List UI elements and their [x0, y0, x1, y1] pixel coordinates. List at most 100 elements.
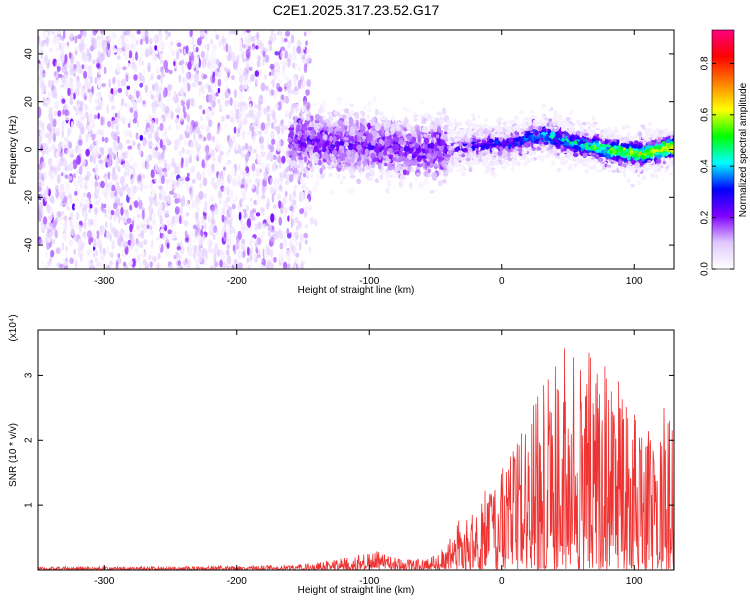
spectrogram-cell: [125, 139, 131, 144]
spectrogram-cell: [207, 172, 212, 177]
spectrogram-cell: [327, 145, 334, 150]
spectrogram-cell: [134, 63, 138, 73]
spectrogram-cell: [149, 255, 154, 260]
spectrogram-cell: [278, 200, 282, 209]
spectrogram-cell: [106, 188, 111, 195]
spectrogram-cell: [107, 120, 112, 128]
spectrogram-cell: [409, 182, 413, 190]
spectrogram-cell: [441, 160, 448, 168]
spectrogram-cell: [242, 145, 245, 151]
spectrogram-cell: [49, 48, 53, 53]
spectrogram-cell: [267, 230, 271, 237]
spectrogram-cell: [95, 63, 101, 69]
spectrogram-cell: [165, 178, 170, 184]
spectrogram-cell: [161, 223, 166, 229]
spectrogram-cell: [265, 85, 269, 91]
spectrogram-cell: [101, 136, 105, 142]
spectrogram-cell: [106, 104, 109, 114]
spectrogram-cell: [101, 83, 106, 88]
spectrogram-cell: [160, 70, 165, 79]
spectrogram-cell: [91, 232, 96, 239]
spectrogram-cell: [249, 197, 253, 202]
spectrogram-cell: [258, 69, 263, 76]
spectrogram-cell: [217, 99, 221, 104]
spectrogram-cell: [74, 205, 78, 210]
spectrogram-cell: [98, 68, 102, 76]
spectrogram-cell: [250, 156, 255, 161]
spectrogram-cell: [240, 168, 243, 175]
spectrogram-cell: [355, 119, 359, 128]
spectrogram-cell: [59, 202, 64, 207]
spectrogram-cell: [265, 244, 269, 251]
spectrogram-cell: [335, 171, 339, 177]
spectrogram-cell: [126, 85, 131, 90]
spectrogram-cell: [87, 230, 92, 239]
spectrogram-cell: [160, 77, 163, 85]
spectrogram-cell: [476, 115, 481, 119]
spectrogram-cell: [63, 222, 68, 232]
spectrogram-cell: [370, 122, 374, 127]
spectrogram-cell: [162, 233, 167, 240]
spectrogram-cell: [195, 261, 200, 268]
spectrogram-cell: [406, 109, 412, 113]
spectrogram-cell: [183, 111, 187, 119]
spectrogram-cell: [78, 139, 83, 146]
spectrogram-cell: [250, 36, 256, 43]
spectrogram-cell: [55, 131, 59, 136]
spectrogram-cell: [163, 195, 168, 202]
spectrogram-cell: [205, 148, 209, 158]
spectrogram-cell: [96, 57, 100, 65]
spectrogram-cell: [303, 31, 307, 37]
spectrogram-cell: [263, 129, 269, 135]
spectrogram-cell: [440, 139, 446, 146]
spectrogram-cell: [157, 33, 163, 41]
spectrogram-cell: [150, 169, 155, 179]
spectrogram-cell: [252, 149, 257, 154]
spectrogram-cell: [97, 80, 101, 89]
spectrogram-cell: [236, 132, 241, 137]
spectrogram-cell: [227, 71, 230, 79]
spectrogram-cell: [159, 52, 164, 61]
spectrogram-cell: [102, 39, 105, 47]
spectrogram-cell: [327, 111, 334, 116]
spectrogram-cell: [193, 121, 199, 128]
spectrogram-cell: [136, 30, 141, 35]
spectrogram-cell: [49, 230, 53, 237]
spectrogram-cell: [143, 184, 148, 189]
spectrogram-cell: [41, 261, 47, 269]
spectrogram-cell: [278, 31, 283, 36]
spectrogram-cell: [76, 155, 81, 165]
spectrogram-cell: [164, 210, 169, 215]
spectrogram-cell: [248, 96, 252, 102]
spectrogram-cell: [74, 259, 78, 269]
spectrogram-cell: [302, 81, 306, 90]
spectrogram-cell: [249, 262, 254, 268]
spectrogram-cell: [287, 255, 291, 264]
spectrogram-cell: [362, 104, 367, 110]
spectrogram-cell: [359, 118, 366, 122]
spectrogram-cell: [354, 129, 359, 135]
spectrogram-cell: [269, 153, 274, 162]
spectrogram-cell: [382, 150, 387, 156]
spectrogram-cell: [81, 51, 87, 61]
spectrogram-cell: [301, 106, 306, 113]
spectrogram-cell: [256, 31, 260, 41]
spectrogram-cell: [364, 148, 369, 156]
spectrogram-cell: [226, 244, 230, 250]
spectrogram-cell: [653, 168, 659, 173]
spectrogram-cell: [149, 45, 153, 55]
spectrogram-cell: [95, 92, 101, 101]
spectrogram-cell: [281, 36, 284, 44]
spectrogram-cell: [145, 217, 151, 224]
spectrogram-cell: [182, 105, 186, 114]
spectrogram-cell: [342, 175, 346, 180]
spectrogram-cell: [176, 42, 182, 48]
spectrogram-cell: [80, 68, 83, 75]
spectrogram-cell: [333, 110, 338, 116]
spectrogram-cell: [291, 218, 295, 227]
spectrogram-cell: [178, 74, 182, 83]
spectrogram-cell: [282, 231, 287, 242]
spectrogram-cell: [56, 30, 61, 35]
spectrogram-cell: [290, 236, 295, 247]
spectrogram-cell: [306, 111, 309, 115]
